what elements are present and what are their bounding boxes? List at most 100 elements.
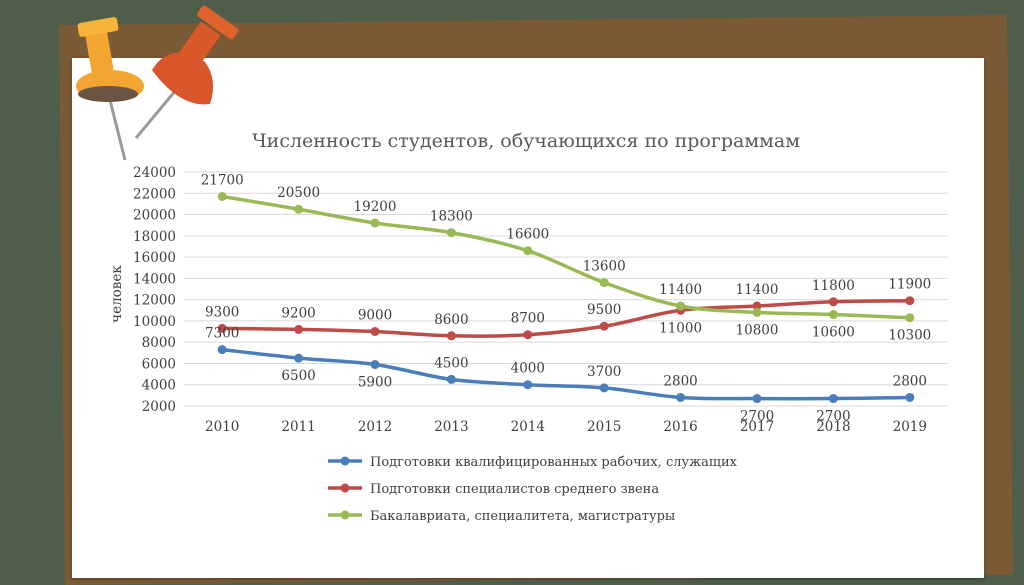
data-label: 3700 xyxy=(587,364,621,380)
data-point xyxy=(599,278,609,288)
data-point xyxy=(752,394,762,404)
data-point xyxy=(370,360,380,370)
data-label: 20500 xyxy=(277,185,320,201)
data-point xyxy=(523,330,533,340)
data-point xyxy=(523,380,533,390)
data-label: 11900 xyxy=(888,277,931,293)
data-point xyxy=(446,331,456,341)
y-tick-label: 14000 xyxy=(133,271,176,287)
data-point xyxy=(752,307,762,317)
data-label: 21700 xyxy=(201,172,244,188)
data-label: 10800 xyxy=(736,322,779,338)
pushpin-gray-2 xyxy=(134,89,178,139)
y-axis-label: человек xyxy=(109,265,125,323)
series-line-3 xyxy=(220,194,912,320)
x-tick-label: 2018 xyxy=(816,419,850,435)
data-label: 8700 xyxy=(511,311,545,327)
data-point xyxy=(294,324,304,334)
data-point xyxy=(828,394,838,404)
data-label: 11000 xyxy=(659,320,702,336)
data-point xyxy=(828,297,838,307)
data-point xyxy=(599,383,609,393)
data-label: 11800 xyxy=(812,278,855,294)
data-point xyxy=(217,345,227,355)
y-tick-label: 8000 xyxy=(142,335,176,351)
legend-swatch-marker xyxy=(340,510,350,520)
y-tick-label: 2000 xyxy=(142,399,176,415)
data-point xyxy=(446,374,456,384)
data-label: 4500 xyxy=(434,355,468,371)
y-tick-label: 18000 xyxy=(133,229,176,245)
data-point xyxy=(905,296,915,306)
series-line-1 xyxy=(220,347,912,401)
data-point xyxy=(370,218,380,228)
data-label: 9300 xyxy=(205,304,239,320)
data-label: 9000 xyxy=(358,308,392,324)
chart-title: Численность студентов, обучающихся по пр… xyxy=(252,130,800,152)
legend-entry: Подготовки специалистов среднего звена xyxy=(370,482,659,497)
x-tick-label: 2017 xyxy=(740,419,774,435)
data-point xyxy=(676,301,686,311)
data-label: 2700 xyxy=(816,409,850,425)
data-label: 2800 xyxy=(893,373,927,389)
data-point xyxy=(599,321,609,331)
pushpin-orange-icon xyxy=(76,17,144,102)
legend-entry: Подготовки квалифицированных рабочих, сл… xyxy=(370,455,738,470)
data-point xyxy=(217,191,227,201)
x-tick-label: 2019 xyxy=(893,419,927,435)
data-labels: 7300 6500 5900 4500 4000 3700 2800 2700 2700 2800… xyxy=(201,172,932,424)
legend-entry: Бакалавриата, специалитета, магистратуры xyxy=(370,509,675,524)
data-point xyxy=(294,353,304,363)
data-label: 6500 xyxy=(281,368,315,384)
x-tick-labels: 2010 2011 2012 2013 2014 2015 2016 2017 2018 2019 xyxy=(205,419,927,435)
x-tick-label: 2012 xyxy=(358,419,392,435)
data-point xyxy=(370,327,380,337)
data-point xyxy=(676,392,686,402)
data-label: 11400 xyxy=(736,282,779,298)
y-tick-label: 10000 xyxy=(133,314,176,330)
data-label: 4000 xyxy=(511,361,545,377)
data-label: 2800 xyxy=(663,373,697,389)
x-tick-label: 2010 xyxy=(205,419,239,435)
y-tick-label: 12000 xyxy=(133,293,176,309)
data-label: 13600 xyxy=(583,259,626,275)
data-label: 5900 xyxy=(358,375,392,391)
legend: Подготовки квалифицированных рабочих, сл… xyxy=(328,455,738,524)
data-point xyxy=(446,228,456,238)
data-point xyxy=(752,301,762,311)
x-tick-label: 2015 xyxy=(587,419,621,435)
data-label: 11400 xyxy=(659,282,702,298)
legend-swatch-marker xyxy=(340,483,350,493)
legend-swatch-marker xyxy=(340,456,350,466)
y-tick-label: 6000 xyxy=(142,356,176,372)
data-label: 9500 xyxy=(587,302,621,318)
y-tick-label: 16000 xyxy=(133,250,176,266)
data-label: 16600 xyxy=(506,227,549,243)
pushpin-red-icon xyxy=(152,5,239,105)
x-tick-label: 2013 xyxy=(434,419,468,435)
x-tick-label: 2011 xyxy=(281,419,315,435)
y-tick-label: 20000 xyxy=(133,208,176,224)
data-point xyxy=(217,323,227,333)
data-label: 18300 xyxy=(430,209,473,225)
y-tick-label: 4000 xyxy=(142,378,176,394)
y-tick-label: 22000 xyxy=(133,186,176,202)
data-label: 9200 xyxy=(281,305,315,321)
data-label: 8600 xyxy=(434,312,468,328)
x-tick-label: 2014 xyxy=(511,419,545,435)
y-tick-label: 24000 xyxy=(133,165,176,181)
data-point xyxy=(905,392,915,402)
data-point xyxy=(905,313,915,323)
data-point xyxy=(523,246,533,256)
data-label: 10300 xyxy=(888,328,931,344)
data-label: 10600 xyxy=(812,325,855,341)
series-line-2 xyxy=(220,298,912,338)
data-label: 2700 xyxy=(740,409,774,425)
x-tick-label: 2016 xyxy=(663,419,697,435)
data-point xyxy=(828,310,838,320)
y-tick-labels: 2000 4000 6000 8000 10000 12000 14000 16000 1800… xyxy=(133,165,176,415)
data-label: 19200 xyxy=(354,199,397,215)
data-label: 7300 xyxy=(205,326,239,342)
gridlines xyxy=(184,171,948,407)
